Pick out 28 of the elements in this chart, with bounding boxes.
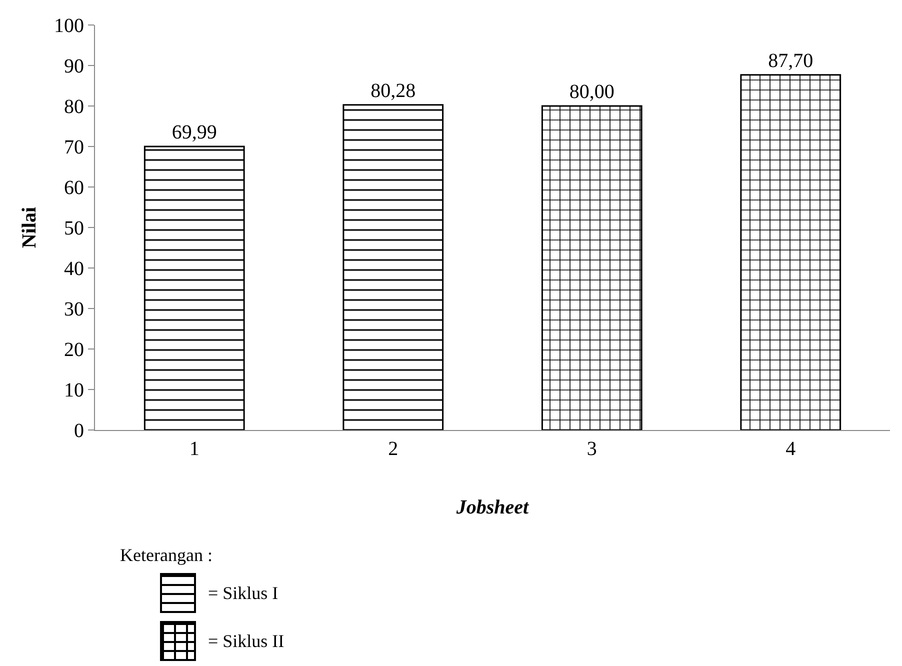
y-tick-label: 0 [74,420,84,442]
data-label: 80,00 [569,81,614,103]
legend-title: Keterangan : [120,545,212,566]
y-axis-title: Nilai [18,206,40,248]
y-tick-label: 40 [64,258,84,280]
data-label: 87,70 [768,50,814,72]
data-label: 69,99 [172,122,217,144]
y-tick-label: 60 [64,177,84,199]
legend-label: = Siklus II [208,630,284,652]
y-tick-label: 90 [64,56,84,78]
data-label: 80,28 [370,80,416,102]
bar [541,105,642,430]
y-tick-label: 80 [64,96,84,118]
bar [144,146,245,430]
x-tick-label: 1 [189,438,200,460]
y-tick-label: 70 [64,136,84,158]
y-tick-label: 100 [54,15,84,37]
x-tick-label: 2 [388,438,398,460]
y-tick-label: 10 [64,380,84,402]
legend-label: = Siklus I [208,582,278,604]
bar [342,104,444,430]
bar [740,74,842,430]
y-tick-label: 20 [64,339,84,361]
y-tick-label: 30 [64,298,84,320]
x-tick-label: 4 [786,438,796,460]
y-tick-label: 50 [64,218,84,240]
x-axis-title: Jobsheet [455,496,530,518]
x-tick-label: 3 [586,438,597,460]
